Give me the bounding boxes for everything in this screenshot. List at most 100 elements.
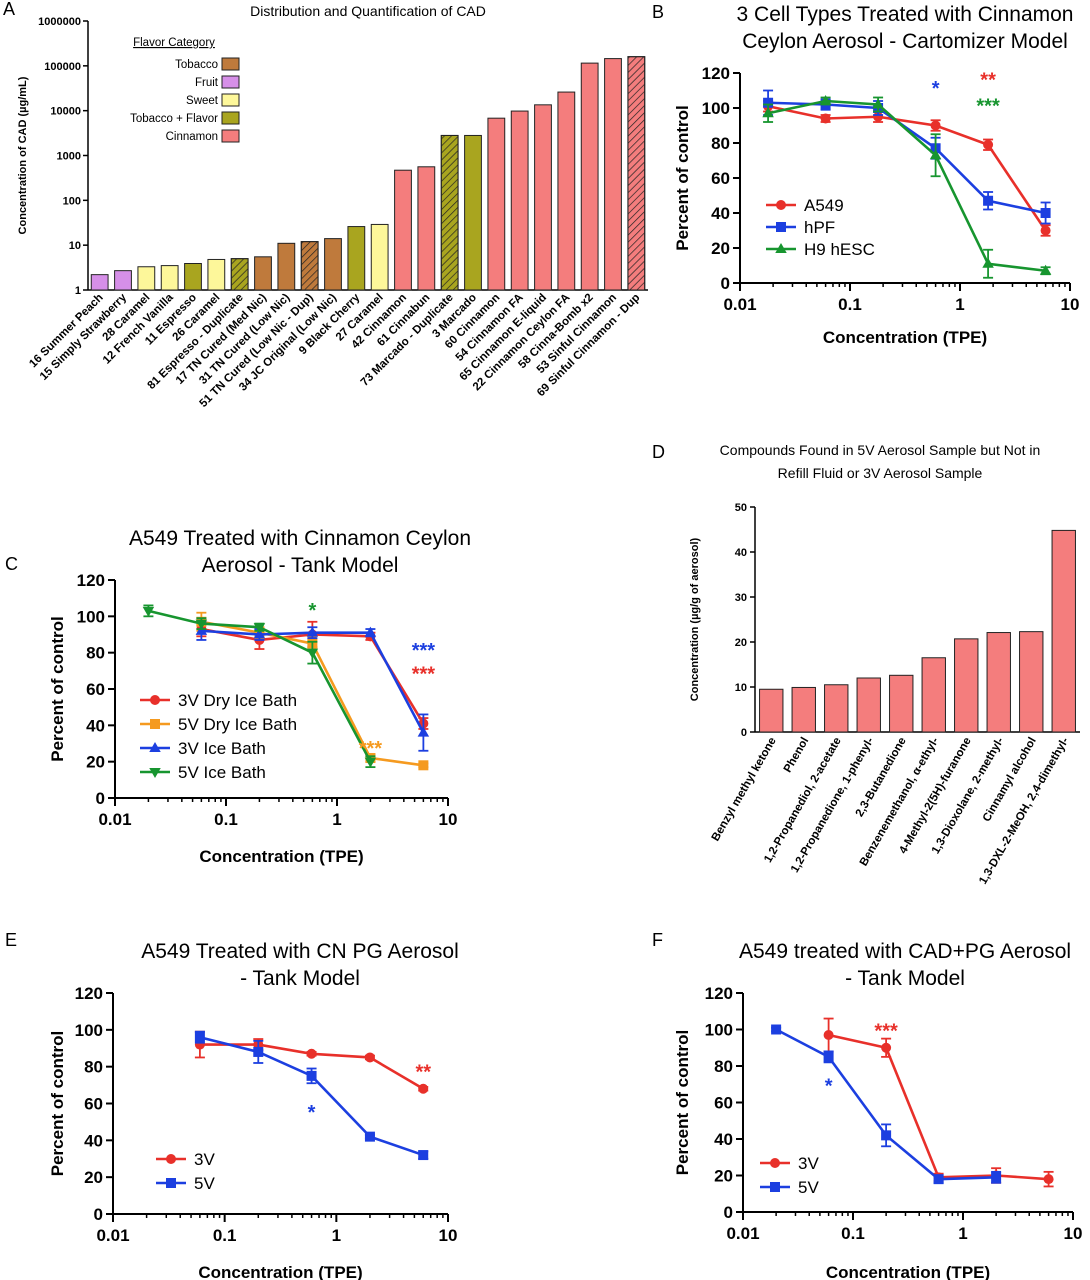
bar	[347, 226, 366, 291]
y-tick-label: 60	[86, 680, 105, 699]
y-tick-label: 20	[714, 1167, 733, 1186]
panel-label: E	[5, 930, 17, 950]
legend-label: H9 hESC	[804, 240, 875, 259]
y-tick-label: 0	[94, 1205, 103, 1224]
legend-label: 3V	[194, 1150, 215, 1169]
y-tick-label: 80	[86, 644, 105, 663]
bar	[557, 91, 576, 291]
bar	[510, 110, 529, 291]
legend: A549 hPF H9 hESC	[766, 196, 875, 259]
panel-title: - Tank Model	[240, 967, 360, 990]
significance-mark: *	[932, 78, 940, 100]
data-point	[306, 1048, 317, 1059]
panel-title: Compounds Found in 5V Aerosol Sample but…	[720, 442, 1041, 458]
data-point	[1043, 1174, 1054, 1185]
bar	[160, 265, 179, 291]
bar	[921, 657, 946, 733]
data-point	[1040, 225, 1051, 236]
panel-d: D Compounds Found in 5V Aerosol Sample bu…	[652, 442, 1080, 886]
panel-title: A549 Treated with Cinnamon Ceylon	[129, 527, 471, 550]
legend-label: hPF	[804, 218, 835, 237]
x-axis-label: Concentration (TPE)	[199, 847, 363, 866]
data-point	[872, 98, 884, 109]
x-tick-label: 10	[439, 1226, 458, 1245]
x-tick-label: 10	[1061, 295, 1080, 314]
bar	[464, 134, 482, 291]
x-tick-label: 0.1	[841, 1224, 865, 1243]
y-tick-label: 40	[711, 204, 730, 223]
bar	[370, 223, 389, 291]
panel-label: B	[652, 2, 664, 22]
y-tick-label: 40	[84, 1131, 103, 1150]
panel-title: 3 Cell Types Treated with Cinnamon	[737, 3, 1074, 26]
data-point	[166, 1178, 176, 1188]
bar	[254, 256, 272, 291]
panel-c: C A549 Treated with Cinnamon Ceylon Aeroso…	[5, 527, 471, 866]
series-1	[771, 1024, 1002, 1185]
significance-mark: **	[980, 69, 996, 91]
data-point	[195, 619, 208, 630]
series-0	[763, 100, 1051, 237]
bar-hatch	[440, 134, 459, 291]
bar	[1019, 631, 1044, 733]
legend-label: 5V	[194, 1174, 215, 1193]
bar	[604, 58, 622, 291]
legend-swatch	[221, 57, 240, 71]
x-tick-label: 0.01	[98, 810, 131, 829]
x-tick-label: 1	[332, 1226, 341, 1245]
data-point	[364, 1131, 375, 1142]
legend-label: Tobacco + Flavor	[130, 113, 218, 125]
panel-a: A Distribution and Quantification of CAD 1…	[3, 0, 648, 410]
y-tick-label: 60	[711, 169, 730, 188]
panel-title: Refill Fluid or 3V Aerosol Sample	[778, 465, 983, 481]
series-line	[767, 99, 1046, 273]
y-axis-label: Percent of control	[48, 616, 67, 761]
bar	[417, 166, 436, 291]
bar	[137, 266, 156, 291]
legend-swatch	[221, 93, 240, 107]
bar-hatch	[300, 241, 319, 291]
y-tick-label: 100	[77, 607, 105, 626]
y-tick-label: 20	[84, 1168, 103, 1187]
panel-title: A549 Treated with CN PG Aerosol	[141, 940, 459, 963]
x-tick-label: 0.1	[213, 1226, 237, 1245]
y-tick-label: 120	[75, 984, 103, 1003]
legend-label: 5V Dry Ice Bath	[178, 715, 297, 734]
data-point	[166, 1154, 176, 1164]
x-tick-label: 0.1	[214, 810, 238, 829]
panel-title: Distribution and Quantification of CAD	[250, 3, 486, 19]
data-point	[770, 1158, 780, 1168]
data-point	[194, 1032, 205, 1043]
x-tick-label: 0.1	[838, 295, 862, 314]
y-tick-label: 0	[721, 274, 730, 293]
panel-title: - Tank Model	[845, 967, 965, 990]
y-tick-label: 60	[84, 1095, 103, 1114]
panel-e: E A549 Treated with CN PG Aerosol - Tank M…	[5, 930, 459, 1280]
bar	[534, 104, 552, 291]
bar	[394, 169, 412, 291]
data-point	[819, 95, 832, 105]
data-point	[364, 1052, 375, 1063]
x-tick-label: 1	[958, 1224, 967, 1243]
y-tick-label: 0	[741, 727, 747, 739]
significance-mark: **	[415, 1061, 431, 1083]
y-tick-label: 120	[702, 64, 730, 83]
data-point	[983, 195, 994, 206]
bar-hatch	[627, 56, 646, 291]
significance-mark: *	[308, 600, 316, 622]
y-tick-label: 40	[714, 1130, 733, 1149]
significance-mark: *	[825, 1075, 833, 1097]
y-tick-label: 40	[735, 547, 747, 559]
x-tick-label: 0.01	[96, 1226, 129, 1245]
panel-title: A549 treated with CAD+PG Aerosol	[739, 940, 1071, 963]
x-tick-label: 0.01	[723, 295, 756, 314]
series-3	[142, 604, 377, 769]
panel-label: C	[5, 554, 18, 574]
bar-hatch	[230, 258, 249, 291]
data-point	[776, 222, 786, 232]
category-label: Benzyl methyl ketone	[710, 736, 779, 844]
data-point	[149, 742, 161, 752]
legend-label: Fruit	[195, 77, 219, 89]
